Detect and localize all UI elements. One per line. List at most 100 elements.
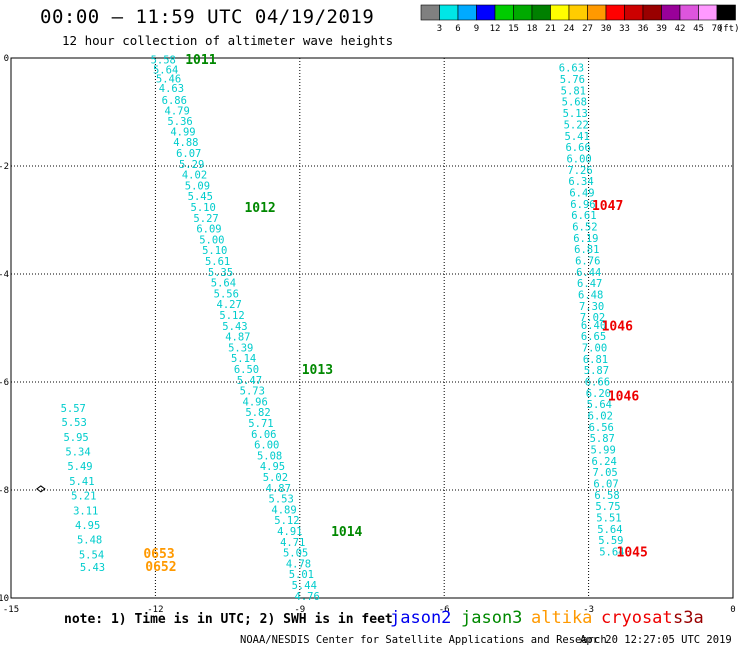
swh-value-label: 6.65 [581,331,606,343]
swh-value-label: 4.79 [165,105,190,117]
swh-value-label: 5.48 [77,535,102,547]
page-subtitle: 12 hour collection of altimeter wave hei… [62,33,394,48]
swh-value-label: 6.24 [591,456,616,468]
swh-value-label: 4.87 [225,332,250,344]
footer-timestamp: Apr 20 12:27:05 UTC 2019 [580,634,732,646]
swh-value-label: 5.34 [65,447,90,459]
colorbar-label: 70 [712,24,723,34]
swh-value-label: 6.96 [570,199,595,211]
colorbar-label: 39 [656,24,667,34]
pass-time-label: 1046 [608,390,639,405]
colorbar-swatch [624,4,644,21]
colorbar-label: 30 [601,24,612,34]
swh-value-label: 4.78 [286,558,311,570]
swh-value-label: 5.53 [62,417,87,429]
swh-value-label: 5.43 [222,321,247,333]
swh-value-label: 5.49 [67,461,92,473]
colorbar-label: 36 [638,24,649,34]
swh-value-label: 5.10 [202,245,227,257]
swh-value-label: 6.81 [583,354,608,366]
colorbar-swatch [679,4,699,21]
colorbar-swatch [661,4,681,21]
colorbar-label: 6 [455,24,460,34]
swh-value-label: 4.99 [170,126,195,138]
colorbar-label: 45 [693,24,704,34]
x-tick-label: 0 [730,605,735,615]
swh-value-label: 5.02 [263,472,288,484]
plot-frame [10,57,734,599]
swh-value-label: 6.61 [571,210,596,222]
swh-value-label: 6.52 [572,221,597,233]
colorbar-label: 33 [619,24,630,34]
colorbar-swatch [568,4,588,21]
swh-value-label: 5.27 [193,213,218,225]
page-title: 00:00 – 11:59 UTC 04/19/2019 [40,6,375,28]
swh-value-label: 5.68 [562,97,587,109]
pass-time-label: 0652 [145,560,176,575]
colorbar-swatch [420,4,440,21]
swh-value-label: 5.14 [231,353,256,365]
swh-value-label: 6.81 [574,244,599,256]
swh-value-label: 5.35 [208,267,233,279]
pass-time-label: 1046 [602,319,633,334]
swh-value-label: 5.54 [79,549,104,561]
swh-value-label: 6.63 [559,63,584,75]
colorbar-label: 24 [564,24,575,34]
swh-value-label: 5.12 [274,515,299,527]
pass-time-label: 1047 [592,199,623,214]
colorbar-unit-label: (ft) [718,24,740,34]
swh-value-label: 5.64 [153,64,178,76]
swh-value-label: 6.76 [575,256,600,268]
colorbar-swatch [494,4,514,21]
swh-value-label: 5.13 [563,108,588,120]
swh-value-label: 7.26 [567,165,592,177]
swh-value-label: 4.95 [260,461,285,473]
swh-value-label: 4.27 [217,299,242,311]
pass-time-label: 1013 [302,363,333,378]
swh-value-label: 4.95 [75,520,100,532]
swh-value-label: 6.09 [196,224,221,236]
swh-value-label: 7.30 [579,301,604,313]
swh-value-label: 6.02 [588,410,613,422]
swh-value-label: 5.53 [269,494,294,506]
pass-time-label: 1012 [244,201,275,216]
legend-item-altika: altika [531,608,593,628]
colorbar-swatch [439,4,459,21]
pass-time-label: 1011 [185,53,216,68]
x-tick-label: -6 [439,605,450,615]
x-tick-label: -15 [3,605,19,615]
swh-value-label: 5.29 [179,159,204,171]
swh-value-label: 6.49 [569,187,594,199]
swh-value-label: 6.19 [573,233,598,245]
swh-value-label: 6.00 [566,153,591,165]
colorbar-swatch [476,4,496,21]
colorbar-label: 12 [490,24,501,34]
swh-value-label: 5.87 [584,365,609,377]
swh-value-label: 4.91 [277,526,302,538]
swh-value-label: 6.50 [234,364,259,376]
swh-value-label: 5.81 [561,85,586,97]
colorbar-label: 9 [474,24,479,34]
swh-value-label: 5.95 [63,432,88,444]
colorbar-swatch [531,4,551,21]
swh-value-label: 5.64 [211,278,236,290]
colorbar-label: 15 [508,24,519,34]
swh-value-label: 5.99 [591,445,616,457]
swh-value-label: 5.46 [156,74,181,86]
swh-value-label: 5.75 [595,501,620,513]
swh-value-label: 5.64 [587,399,612,411]
swh-value-label: 4.89 [271,504,296,516]
swh-value-label: 5.76 [560,74,585,86]
swh-value-label: 5.36 [167,116,192,128]
swh-value-label: 6.40 [581,320,606,332]
swh-value-label: 5.12 [219,310,244,322]
swh-value-label: 5.21 [71,490,96,502]
swh-value-label: 5.61 [205,256,230,268]
swh-value-label: 6.07 [176,148,201,160]
swh-value-label: 5.51 [596,513,621,525]
y-tick-label: -4 [0,270,9,280]
pass-time-label: 0653 [143,547,174,562]
swh-value-label: 5.41 [565,131,590,143]
swh-value-label: 5.87 [590,433,615,445]
